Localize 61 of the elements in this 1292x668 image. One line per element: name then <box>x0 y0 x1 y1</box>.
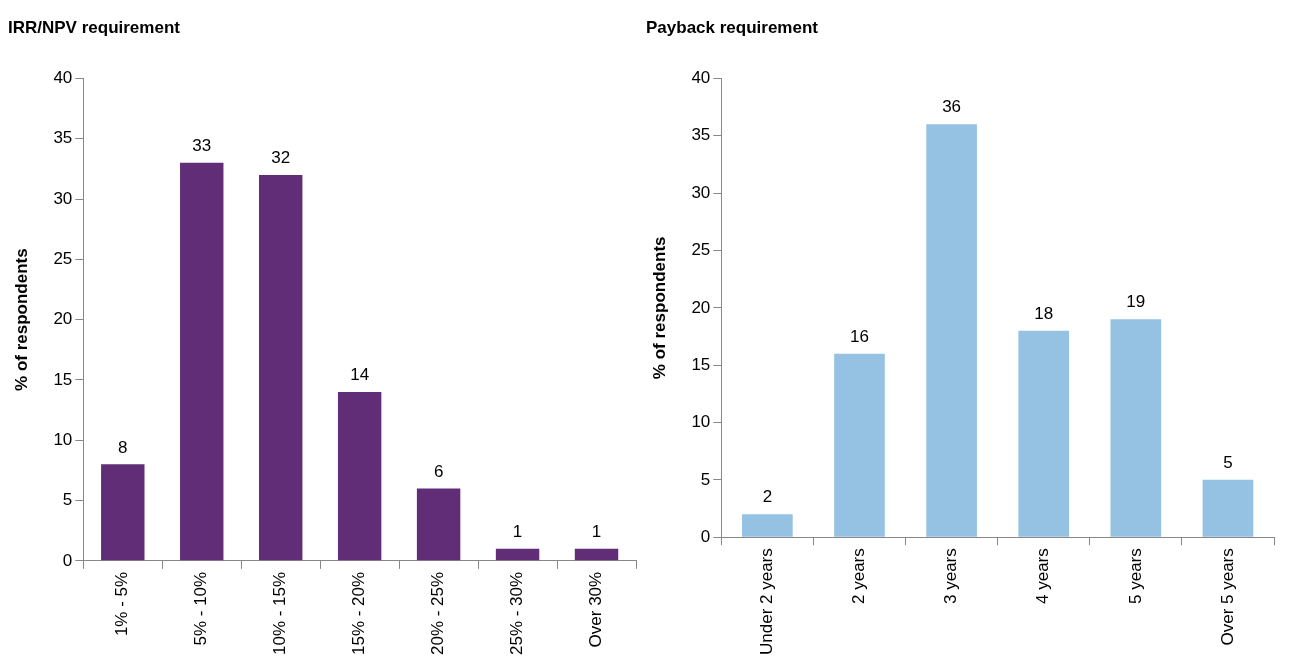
bar <box>574 548 619 561</box>
x-tick-label: Over 5 years <box>1217 548 1237 646</box>
data-label: 8 <box>118 437 128 457</box>
y-tick-label: 25 <box>691 240 711 260</box>
y-tick-label: 20 <box>691 297 711 317</box>
y-tick-label: 35 <box>53 128 73 148</box>
chart-title: IRR/NPV requirement <box>8 17 181 37</box>
y-tick-label: 10 <box>53 429 73 449</box>
y-tick-label: 20 <box>53 309 73 329</box>
x-tick-label: 5 years <box>1125 548 1145 604</box>
data-label: 19 <box>1126 292 1146 312</box>
chart-title: Payback requirement <box>646 17 819 37</box>
x-tick-label: 20% - 25% <box>428 571 448 656</box>
x-tick-label: 2 years <box>849 548 869 604</box>
y-tick-label: 30 <box>691 182 711 202</box>
x-tick-label: 3 years <box>941 548 961 604</box>
y-tick-label: 15 <box>53 369 73 389</box>
bar <box>1018 330 1070 537</box>
data-label: 1 <box>591 521 602 541</box>
bar <box>101 464 145 561</box>
data-label: 16 <box>850 326 869 346</box>
y-tick-label: 0 <box>62 550 73 570</box>
data-label: 33 <box>192 136 212 156</box>
y-tick-label: 25 <box>53 249 73 268</box>
y-tick-label: 0 <box>700 526 711 546</box>
x-tick-label: 4 years <box>1033 548 1053 604</box>
bar <box>834 353 885 537</box>
bar <box>180 162 224 561</box>
x-tick-label: 1% - 5% <box>112 571 132 637</box>
bar <box>337 391 382 561</box>
bar <box>1110 319 1162 537</box>
bar <box>926 124 977 537</box>
x-tick-label: Over 30% <box>586 571 606 648</box>
y-tick-label: 10 <box>691 412 711 432</box>
x-tick-label: Under 2 years <box>757 548 777 656</box>
data-label: 32 <box>271 148 291 168</box>
data-label: 2 <box>762 487 773 507</box>
x-tick-label: 15% - 20% <box>349 571 369 656</box>
bar <box>495 548 540 561</box>
y-tick-label: 30 <box>53 188 73 208</box>
data-label: 18 <box>1034 303 1054 323</box>
y-tick-label: 35 <box>691 125 711 145</box>
bar <box>258 174 303 561</box>
x-tick-label: 5% - 10% <box>191 571 211 646</box>
x-tick-label: 10% - 15% <box>270 571 290 656</box>
y-tick-label: 40 <box>691 68 711 88</box>
bar <box>1202 479 1254 537</box>
bar <box>416 488 461 561</box>
y-tick-label: 5 <box>700 469 711 489</box>
y-tick-label: 15 <box>691 354 711 374</box>
data-label: 14 <box>350 365 370 385</box>
data-label: 5 <box>1223 453 1233 473</box>
data-label: 36 <box>942 97 962 117</box>
y-axis-title: % of respondents <box>11 248 31 391</box>
data-label: 1 <box>512 521 523 541</box>
y-axis-title: % of respondents <box>649 236 669 380</box>
x-tick-label: 25% - 30% <box>507 571 527 656</box>
bar <box>742 514 793 537</box>
data-label: 6 <box>433 461 444 481</box>
y-tick-label: 5 <box>62 490 73 510</box>
y-tick-label: 40 <box>53 68 73 88</box>
